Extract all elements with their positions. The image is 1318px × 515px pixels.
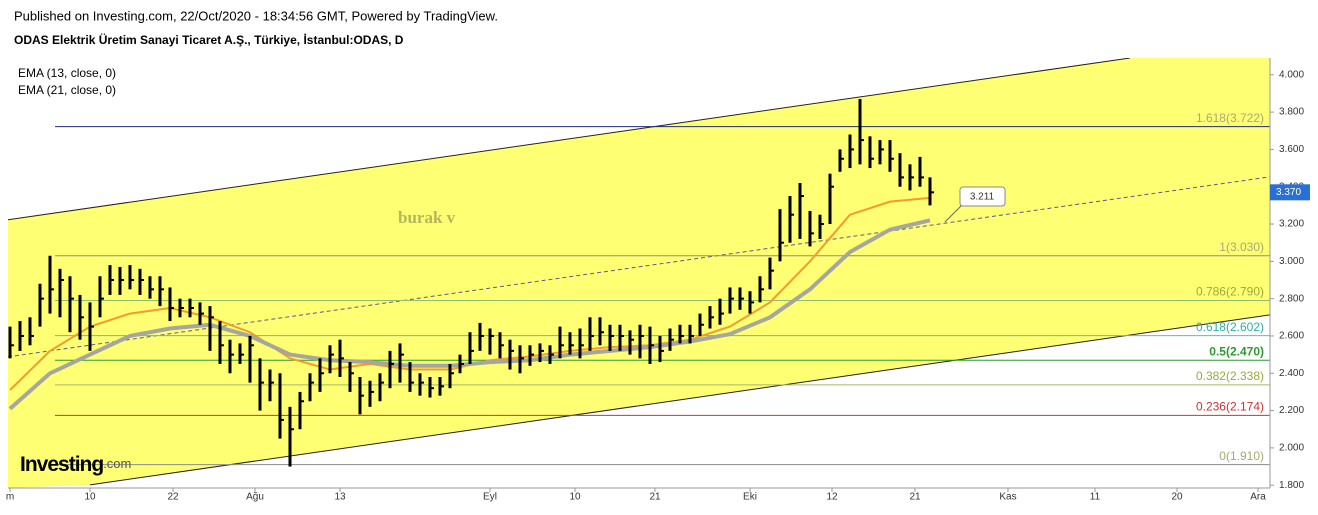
- y-tick-label: 3.800: [1279, 107, 1304, 118]
- last-price-tag: [1270, 184, 1310, 201]
- fib-label: 0.618(2.602): [1196, 320, 1264, 334]
- plot-area: [8, 58, 1270, 488]
- fib-label: 1.618(3.722): [1196, 111, 1264, 125]
- callout-label: 3.211: [970, 192, 995, 203]
- y-tick-label: 3.000: [1279, 256, 1304, 267]
- channel-line: [89, 314, 1270, 486]
- x-tick-label: 21: [909, 492, 921, 503]
- logo-suffix: .com: [103, 456, 131, 471]
- x-tick-label: Ağu: [246, 492, 264, 503]
- y-tick-label: 3.600: [1279, 144, 1304, 155]
- x-tick-label: 20: [1171, 492, 1183, 503]
- x-tick-label: 10: [569, 492, 581, 503]
- published: Published on Investing.com, 22/Oct/2020 …: [14, 8, 498, 23]
- x-tick-label: m: [6, 492, 14, 503]
- y-tick-label: 3.200: [1279, 219, 1304, 230]
- logo-text: Investing: [20, 453, 103, 476]
- y-tick-label: 1.800: [1279, 480, 1304, 491]
- y-tick-label: 2.400: [1279, 368, 1304, 379]
- fib-label: 1(3.030): [1219, 240, 1264, 254]
- x-tick-label: 13: [334, 492, 346, 503]
- x-tick-label: 10: [84, 492, 96, 503]
- x-tick-label: Eyl: [483, 492, 497, 503]
- channel-line: [8, 58, 1131, 221]
- watermark: burak v: [398, 208, 456, 227]
- y-tick-label: 2.600: [1279, 331, 1304, 342]
- callout-box: [959, 186, 1006, 207]
- symbol: ODAS Elektrik Üretim Sanayi Ticaret A.Ş.…: [14, 32, 404, 47]
- y-tick-label: 2.200: [1279, 405, 1304, 416]
- fib-label: 0(1.910): [1219, 449, 1264, 463]
- x-tick-label: 12: [826, 492, 838, 503]
- fib-label: 0.5(2.470): [1209, 344, 1264, 358]
- x-tick-label: 22: [167, 492, 179, 503]
- x-tick-label: Kas: [999, 492, 1016, 503]
- x-tick-label: 11: [1090, 492, 1101, 503]
- indicator: EMA (13, close, 0): [18, 66, 116, 80]
- fib-label: 0.786(2.790): [1196, 285, 1264, 299]
- fib-label: 0.236(2.174): [1196, 400, 1264, 414]
- callout-pointer: [944, 203, 964, 223]
- y-tick-label: 2.000: [1279, 443, 1304, 454]
- channel-fill: [8, 58, 1270, 488]
- fib-label: 0.382(2.338): [1196, 369, 1264, 383]
- x-tick-label: 21: [649, 492, 661, 503]
- last-price-label: 3.370: [1276, 187, 1301, 198]
- logo: Investing.com: [20, 453, 131, 476]
- y-tick-label: 2.800: [1279, 293, 1304, 304]
- indicator: EMA (21, close, 0): [18, 83, 116, 97]
- y-tick-label: 4.000: [1279, 69, 1304, 80]
- x-tick-label: Eki: [743, 492, 757, 503]
- x-tick-label: Ara: [1250, 492, 1266, 503]
